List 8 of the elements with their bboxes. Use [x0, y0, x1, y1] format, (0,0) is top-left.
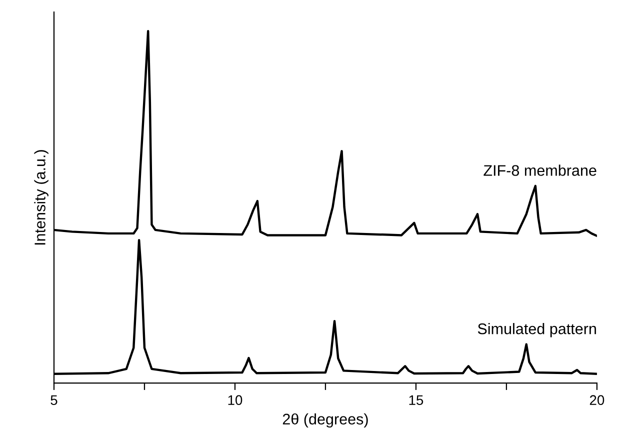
x-tick-label: 5 [50, 395, 58, 406]
x-tick-label: 10 [228, 395, 242, 406]
series-label: Simulated pattern [478, 323, 596, 338]
x-tick-label: 15 [409, 395, 424, 406]
y-axis-title: Intensity (a.u.) [34, 150, 48, 245]
x-axis-title: 2θ (degrees) [282, 413, 368, 428]
series-label: ZIF-8 membrane [484, 164, 596, 176]
x-tick-label: 20 [590, 395, 604, 406]
